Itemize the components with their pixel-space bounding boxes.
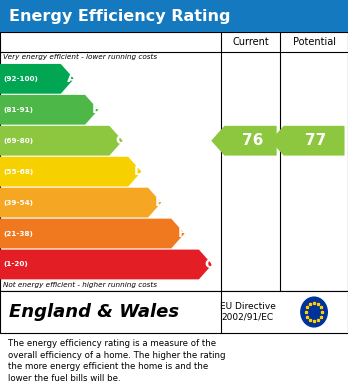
Text: Energy Efficiency Rating: Energy Efficiency Rating [9,9,230,23]
Text: 77: 77 [306,133,327,148]
Text: (92-100): (92-100) [3,76,38,82]
Text: England & Wales: England & Wales [9,303,179,321]
Bar [0,32,348,291]
Text: The energy efficiency rating is a measure of the
overall efficiency of a home. T: The energy efficiency rating is a measur… [8,339,225,383]
Text: F: F [178,227,187,240]
Polygon shape [211,126,277,156]
Circle shape [301,297,327,327]
Text: Not energy efficient - higher running costs: Not energy efficient - higher running co… [3,282,157,288]
Text: C: C [116,134,126,147]
Polygon shape [0,157,141,187]
Text: (21-38): (21-38) [3,231,33,237]
Polygon shape [0,95,98,125]
Text: B: B [91,103,101,116]
Polygon shape [0,219,184,248]
Text: (39-54): (39-54) [3,199,33,206]
Text: Current: Current [232,37,269,47]
Text: A: A [67,72,77,85]
Bar [0,291,348,333]
Text: G: G [205,258,216,271]
Polygon shape [270,126,345,156]
Text: E: E [155,196,164,209]
Polygon shape [0,64,74,94]
Text: (69-80): (69-80) [3,138,34,144]
Text: Very energy efficient - lower running costs: Very energy efficient - lower running co… [3,54,157,60]
Text: EU Directive
2002/91/EC: EU Directive 2002/91/EC [220,302,276,322]
Text: D: D [134,165,145,178]
Text: (81-91): (81-91) [3,107,33,113]
Text: Potential: Potential [293,37,335,47]
Polygon shape [0,126,122,156]
Text: (1-20): (1-20) [3,262,28,267]
Text: (55-68): (55-68) [3,169,34,175]
Bar [0,0,348,32]
Polygon shape [0,249,212,279]
Polygon shape [0,188,161,217]
Text: 76: 76 [242,133,263,148]
